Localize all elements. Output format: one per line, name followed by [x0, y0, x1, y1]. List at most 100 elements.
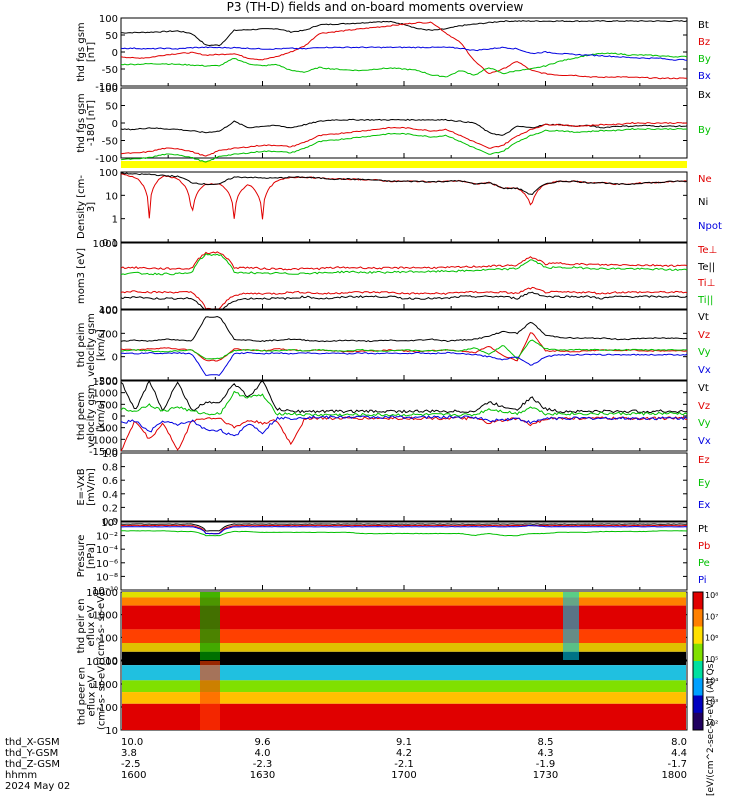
tick-label-peim: 200 — [99, 329, 118, 340]
panel-frame-fgs_dsl — [120, 87, 688, 159]
series-peem-Vx — [120, 415, 688, 437]
legend-peim-1: Vz — [698, 329, 711, 341]
colorbar-label: [eV/(cm^2-sec-sr-eV)] (All Qs) — [706, 660, 716, 796]
spectrogram-feature-peir — [563, 592, 579, 660]
tick-label-peir: 1000 — [93, 611, 118, 622]
tick-label-peem: -500 — [95, 424, 118, 435]
legend-pressure-0: Pt — [698, 524, 708, 535]
ephem-value-y: 4.0 — [255, 748, 271, 759]
series-temp-Te_par — [120, 291, 688, 310]
legend-efield-2: Ex — [698, 500, 711, 512]
tick-label-fgs_dsl: -100 — [95, 154, 118, 165]
ylabel-fgs: thd fgs gsm [nT] — [76, 22, 97, 82]
series-fgs_dsl-By — [120, 121, 688, 157]
tick-label-fgs: 0 — [112, 48, 118, 59]
ylabel-pressure: Pressure [nPa] — [76, 534, 97, 578]
legend-pressure-1: Pb — [698, 541, 711, 552]
ephem-value-z: -2.1 — [394, 759, 414, 770]
tick-label-peer: 1000 — [93, 680, 118, 691]
ephem-row-label: thd_Y-GSM — [5, 748, 58, 759]
tick-label-pressure: 10⁻¹⁰ — [92, 586, 118, 597]
ephem-value-z: -1.7 — [667, 759, 687, 770]
series-peim-Vz — [120, 332, 688, 362]
ephem-value-z: -2.5 — [121, 759, 141, 770]
spectrogram-feature-peir — [200, 592, 220, 660]
legend-peem-3: Vx — [698, 435, 711, 447]
spectrogram-band-peir — [122, 592, 686, 598]
tick-label-temp: 1000 — [93, 239, 118, 250]
tick-label-density: 0.1 — [102, 238, 118, 249]
tick-label-peem: 1000 — [93, 389, 118, 400]
ephem-value-t: 1700 — [391, 770, 416, 781]
tick-label-fgs: 100 — [99, 14, 118, 25]
tick-label-efield: 0.4 — [102, 490, 118, 501]
legend-fgs-2: By — [698, 54, 711, 65]
ephem-value-x: 8.5 — [538, 737, 554, 748]
tick-label-peim: 400 — [99, 306, 118, 317]
colorbar-segment — [693, 695, 703, 714]
tick-label-peer: 100 — [99, 703, 118, 714]
ephem-value-x: 10.0 — [121, 737, 143, 748]
colorbar-segment — [693, 643, 703, 662]
spectrogram-band-peir — [122, 651, 686, 660]
ephem-row-label: thd_Z-GSM — [5, 759, 60, 770]
colorbar-segment — [693, 592, 703, 610]
legend-fgs_dsl-0: Bx — [698, 90, 711, 101]
tick-label-density: 100 — [99, 168, 118, 179]
tick-label-efield: 1.0 — [102, 449, 118, 460]
spectrogram-band-peer — [122, 661, 686, 666]
legend-temp-0: Te⊥ — [698, 245, 718, 256]
panel-frame-fgs — [120, 17, 688, 87]
quality-flag-bar — [121, 161, 687, 168]
colorbar-segment — [693, 609, 703, 627]
ephem-value-t: 1800 — [662, 770, 687, 781]
legend-peim-3: Vx — [698, 364, 711, 376]
ephem-value-x: 9.6 — [255, 737, 271, 748]
tick-label-pressure: 10⁻⁴ — [96, 545, 118, 556]
tick-label-peir: 10000 — [86, 588, 118, 599]
series-fgs_dsl-Bx — [120, 118, 688, 136]
colorbar-segment — [693, 661, 703, 679]
series-peim-Vt — [120, 315, 688, 343]
ylabel-fgs_dsl: thd fgs gsm -180 [nT] — [76, 93, 97, 153]
tick-label-fgs_dsl: 50 — [105, 102, 118, 113]
ephem-value-x: 8.0 — [671, 737, 687, 748]
tick-label-fgs: 50 — [105, 31, 118, 42]
legend-peem-0: Vt — [698, 383, 709, 394]
series-peem-Vz — [120, 416, 688, 452]
spectrogram-band-peer — [122, 680, 686, 693]
panel-frame-efield — [120, 452, 688, 522]
legend-temp-3: Ti|| — [698, 294, 714, 306]
spectrogram-band-peer — [122, 692, 686, 704]
legend-efield-1: Ey — [698, 477, 711, 489]
ephem-row-label: thd_X-GSM — [5, 737, 60, 748]
series-peem-Vt — [120, 379, 688, 414]
tick-label-efield: 0.8 — [102, 463, 118, 474]
ephem-value-y: 3.8 — [121, 748, 137, 759]
panel-frame-pressure — [120, 521, 688, 591]
legend-density-0: Ne — [698, 174, 712, 185]
tick-label-fgs: -50 — [102, 65, 118, 76]
spectrogram-band-peir — [122, 643, 686, 652]
tick-label-peer: 10 — [105, 726, 118, 737]
ylabel-peim: thd peim velocity gsm [km/s] — [76, 313, 107, 377]
legend-peem-1: Vz — [698, 400, 711, 412]
legend-fgs_dsl-1: By — [698, 125, 711, 136]
tick-label-peem: 500 — [99, 400, 118, 411]
series-temp-Ti_par — [120, 253, 688, 276]
legend-pressure-3: Pi — [698, 575, 707, 586]
tick-label-peem: -1000 — [89, 435, 118, 446]
ylabel-peem: thd peem velocity gsm [km/s] — [76, 384, 107, 448]
tick-label-peim: -200 — [95, 376, 118, 387]
legend-efield-0: Ez — [698, 455, 710, 466]
series-peem-Vy — [120, 390, 688, 417]
legend-temp-2: Ti⊥ — [698, 278, 716, 289]
ephem-value-z: -1.9 — [536, 759, 556, 770]
ylabel-peir: thd peir en eflux eV (cm²-s- sr-eV) — [76, 592, 107, 660]
colorbar-tick-label: 10⁴ — [705, 676, 718, 685]
legend-temp-1: Te|| — [698, 261, 716, 273]
panel-frame-peim — [120, 309, 688, 381]
series-fgs-Bt — [120, 20, 688, 47]
tick-label-peer: 10000 — [86, 657, 118, 668]
series-density-Ni — [120, 172, 688, 195]
